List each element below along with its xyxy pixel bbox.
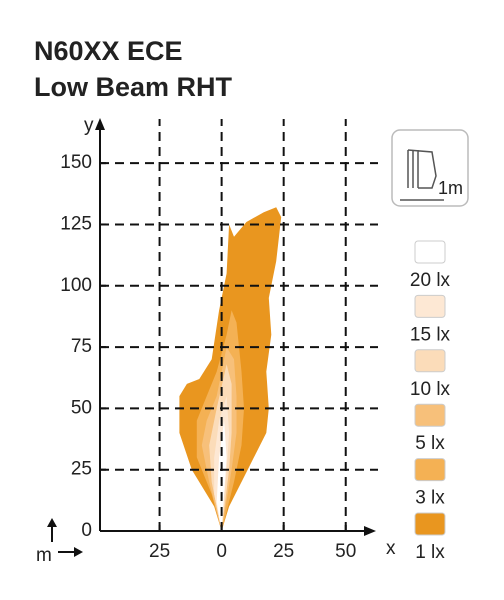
isolux-area xyxy=(216,420,227,531)
legend-label: 3 lx xyxy=(415,488,445,509)
legend-label: 20 lx xyxy=(410,270,451,291)
unit-arrow-right-head xyxy=(74,547,83,557)
y-tick-label: 150 xyxy=(60,152,92,173)
legend-label: 5 lx xyxy=(415,433,445,454)
icon-lamp xyxy=(400,149,444,201)
chart-title: N60XX ECE xyxy=(34,36,183,66)
x-tick-label: 0 xyxy=(216,541,227,562)
x-axis-label: x xyxy=(386,538,396,559)
y-axis-label: y xyxy=(84,115,94,136)
y-tick-label: 100 xyxy=(60,275,92,296)
legend-label: 1 lx xyxy=(415,542,445,563)
icon-label: 1m xyxy=(438,178,463,198)
chart-subtitle: Low Beam RHT xyxy=(34,72,233,102)
icon-box xyxy=(391,129,469,207)
legend-swatch xyxy=(414,349,446,373)
y-arrow xyxy=(95,118,105,130)
legend-swatch xyxy=(414,240,446,264)
y-tick-label: 25 xyxy=(71,459,92,480)
grid xyxy=(100,119,378,531)
x-tick-label: 50 xyxy=(335,541,356,562)
y-tick-label: 75 xyxy=(71,336,92,357)
legend-swatch xyxy=(414,458,446,482)
legend-swatch xyxy=(414,403,446,427)
contours xyxy=(179,207,282,532)
y-tick-label: 0 xyxy=(81,520,92,541)
y-tick-label: 50 xyxy=(71,397,92,418)
legend-label: 15 lx xyxy=(410,324,451,345)
legend-swatch xyxy=(414,294,446,318)
unit-label: m xyxy=(36,545,52,566)
x-tick-label: 25 xyxy=(149,541,170,562)
y-tick-label: 125 xyxy=(60,213,92,234)
x-tick-label: 25 xyxy=(273,541,294,562)
x-arrow xyxy=(364,526,376,536)
legend-label: 10 lx xyxy=(410,379,451,400)
legend-swatch xyxy=(414,512,446,536)
unit-arrow-up-head xyxy=(47,518,57,527)
